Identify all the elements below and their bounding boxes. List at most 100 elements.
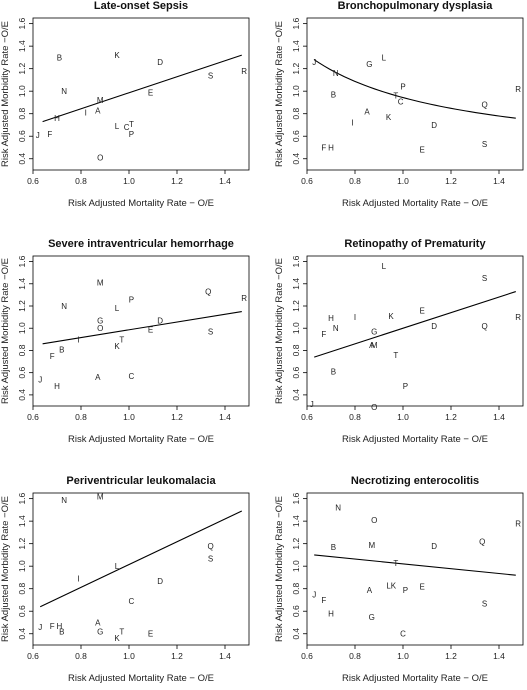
data-point: B (59, 627, 64, 636)
data-point: C (129, 597, 135, 606)
data-point: T (119, 627, 124, 636)
x-tick-label: 0.6 (27, 412, 39, 422)
data-point: N (335, 504, 341, 513)
x-axis-label: Risk Adjusted Mortality Rate − O/E (68, 434, 214, 445)
x-tick-label: 0.8 (349, 651, 361, 661)
data-point: N (61, 302, 67, 311)
chart-panel: Necrotizing enterocolitis 0.6 0.8 1.0 1.2 1.4… (274, 475, 524, 684)
y-tick-label: 1.6 (17, 17, 27, 29)
y-tick-label: 0.4 (17, 389, 27, 401)
data-point: C (398, 97, 404, 106)
data-point: T (119, 335, 124, 344)
data-point: R (241, 67, 247, 76)
data-point: J (310, 400, 314, 409)
plot-frame (32, 255, 250, 407)
data-point: I (351, 119, 353, 128)
data-point: D (431, 121, 437, 130)
x-tick-label: 1.2 (171, 176, 183, 186)
data-point: A (369, 341, 375, 350)
data-point: F (321, 596, 326, 605)
y-tick-label: 0.8 (17, 108, 27, 120)
data-point: M (368, 541, 375, 550)
data-point: Q (205, 288, 211, 297)
chart-title: Periventricular leukomalacia (66, 475, 216, 487)
data-point: J (312, 58, 316, 67)
y-tick-label: 1.6 (291, 17, 301, 29)
data-point: T (393, 351, 398, 360)
data-point: R (515, 85, 521, 94)
y-tick-label: 1.2 (17, 537, 27, 549)
data-point: S (482, 599, 487, 608)
data-point: E (420, 582, 425, 591)
data-point: J (36, 131, 40, 140)
chart-panel: Periventricular leukomalacia 0.6 0.8 1.0 1.2… (0, 475, 250, 684)
data-point: I (77, 335, 79, 344)
data-point: H (54, 382, 60, 391)
y-tick-label: 0.6 (17, 130, 27, 142)
data-point: F (50, 622, 55, 631)
y-tick-label: 1.4 (17, 278, 27, 290)
data-point: P (129, 130, 134, 139)
chart-panel: Severe intraventricular hemorrhage 0.6 0.8… (0, 238, 250, 445)
y-tick-label: 1.0 (17, 322, 27, 334)
y-tick-label: 1.6 (291, 492, 301, 504)
data-point: O (97, 324, 103, 333)
data-point: T (129, 120, 134, 129)
chart-panel: Retinopathy of Prematurity 0.6 0.8 1.0 1.2 1.… (274, 238, 524, 445)
y-tick-label: 0.6 (17, 366, 27, 378)
trend-line (42, 54, 242, 123)
data-point: P (403, 382, 408, 391)
data-point: S (208, 71, 213, 80)
y-tick-label: 0.6 (291, 605, 301, 617)
data-point: B (331, 91, 336, 100)
data-point: J (38, 375, 42, 384)
x-tick-label: 0.6 (27, 176, 39, 186)
data-point: M (97, 492, 104, 501)
x-tick-label: 0.6 (301, 651, 313, 661)
x-tick-label: 1.4 (493, 412, 505, 422)
data-point: B (331, 368, 336, 377)
y-tick-label: 1.0 (17, 85, 27, 97)
data-point: O (371, 403, 377, 412)
data-point: H (54, 114, 60, 123)
y-tick-label: 1.6 (17, 255, 27, 267)
y-tick-label: 1.2 (291, 300, 301, 312)
data-point: J (312, 590, 316, 599)
plot-frame (306, 492, 524, 646)
x-tick-label: 0.8 (75, 176, 87, 186)
y-tick-label: 0.8 (291, 583, 301, 595)
y-tick-label: 1.4 (291, 515, 301, 527)
data-point: C (124, 123, 130, 132)
data-point: L (382, 53, 387, 62)
data-point: Q (207, 542, 213, 551)
data-point: A (95, 373, 101, 382)
data-point: G (97, 627, 103, 636)
y-tick-label: 0.8 (291, 108, 301, 120)
data-point: K (386, 113, 392, 122)
x-tick-label: 0.6 (27, 651, 39, 661)
data-point: P (403, 586, 408, 595)
data-point: H (328, 609, 334, 618)
x-tick-label: 1.0 (397, 651, 409, 661)
data-point: B (331, 543, 336, 552)
data-point: A (367, 586, 373, 595)
y-tick-label: 0.4 (291, 628, 301, 640)
data-point: F (50, 352, 55, 361)
x-tick-label: 0.6 (301, 412, 313, 422)
x-tick-label: 1.4 (493, 651, 505, 661)
data-point: L (115, 304, 120, 313)
data-point: R (515, 519, 521, 528)
y-axis-label: Risk Adjusted Morbidity Rate −O/E (0, 21, 11, 167)
x-tick-label: 1.0 (397, 176, 409, 186)
x-tick-label: 0.6 (301, 176, 313, 186)
data-point: I (77, 575, 79, 584)
data-point: S (482, 274, 487, 283)
data-point: N (61, 87, 67, 96)
data-point: E (148, 630, 153, 639)
x-tick-label: 1.2 (171, 651, 183, 661)
data-point: S (208, 554, 213, 563)
data-point: P (129, 295, 134, 304)
data-point: K (114, 342, 120, 351)
